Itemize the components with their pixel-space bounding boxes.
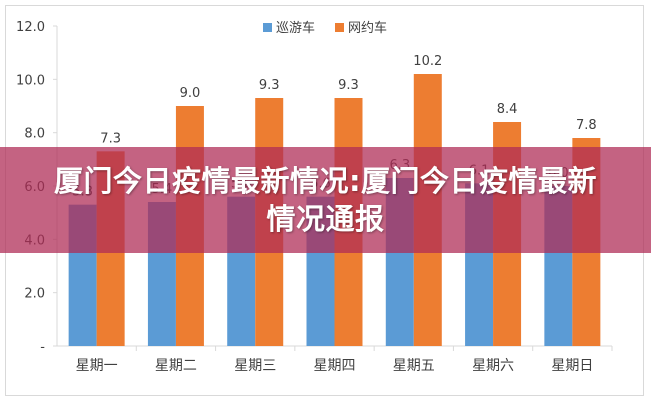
x-tick-label: 星期日 [551, 358, 593, 374]
title-banner: 厦门今日疫情最新情况:厦门今日疫情最新情况通报 [0, 147, 651, 253]
x-tick-label: 星期五 [393, 358, 435, 374]
x-tick-label: 星期一 [76, 358, 118, 374]
x-tick-label: 星期六 [472, 358, 514, 374]
y-tick-label: 12.0 [16, 20, 45, 35]
data-label: 9.0 [180, 86, 201, 101]
data-label: 8.4 [497, 102, 518, 117]
y-tick-label: 2.0 [24, 287, 45, 302]
data-label: 9.3 [338, 78, 359, 93]
x-tick-label: 星期四 [314, 358, 356, 374]
y-tick-label: 10.0 [16, 73, 45, 88]
legend-swatch [335, 23, 344, 32]
legend-label: 巡游车 [276, 20, 315, 36]
y-tick-label: - [40, 340, 45, 355]
data-label: 9.3 [259, 78, 280, 93]
y-tick-label: 8.0 [24, 127, 45, 142]
data-label: 7.3 [100, 131, 121, 146]
data-label: 10.2 [413, 54, 442, 69]
legend-label: 网约车 [348, 20, 387, 36]
x-tick-label: 星期二 [155, 358, 197, 374]
x-tick-label: 星期三 [234, 358, 276, 374]
banner-title: 厦门今日疫情最新情况:厦门今日疫情最新情况通报 [53, 164, 598, 236]
data-label: 7.8 [576, 118, 597, 133]
legend-swatch [263, 23, 272, 32]
